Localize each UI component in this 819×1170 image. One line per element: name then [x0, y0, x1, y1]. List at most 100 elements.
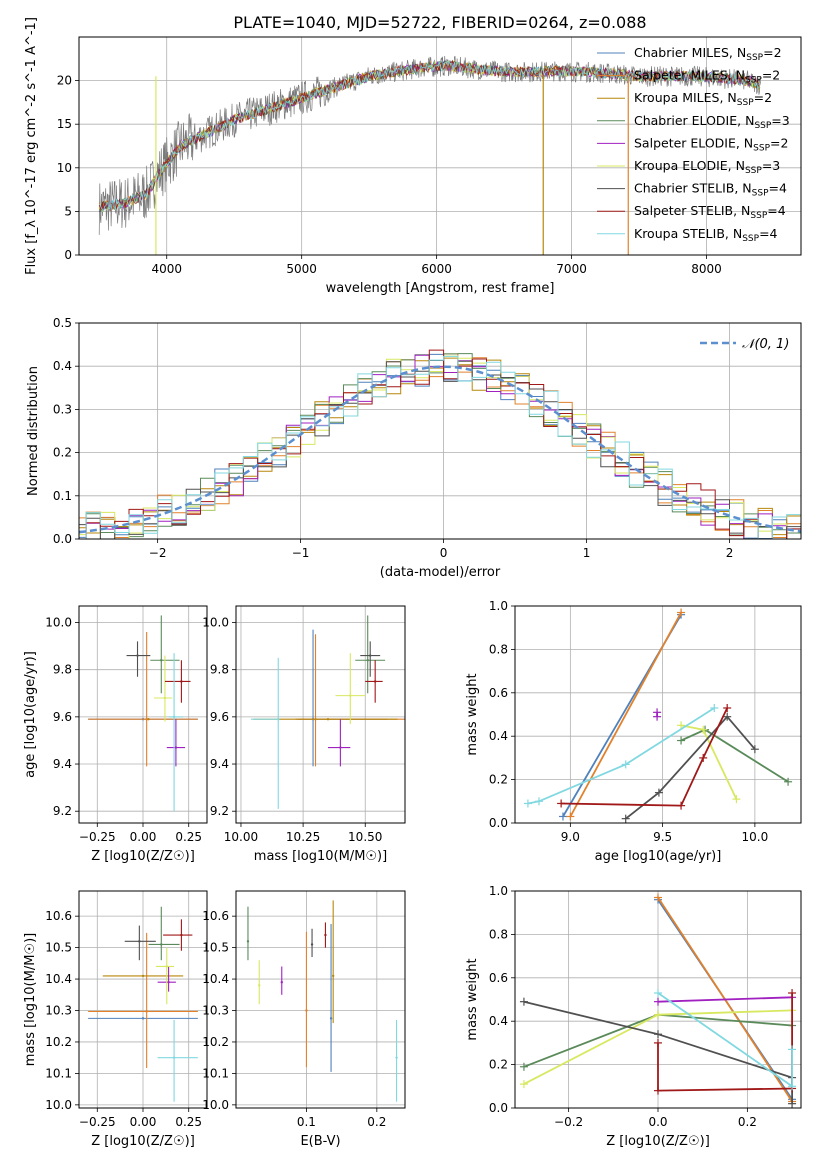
data-point [172, 715, 176, 719]
y-tick-label: 10.0 [45, 1098, 72, 1112]
legend-label: Chabrier MILES, NSSP=2 [634, 45, 782, 63]
y-tick-label: 0.0 [53, 532, 72, 546]
weight-line [561, 707, 729, 807]
spectrum-model-line [99, 60, 761, 213]
y-tick-label: 15 [57, 117, 72, 131]
spectrum-model-line [99, 59, 761, 212]
y-axis-label: mass weight [465, 958, 480, 1040]
x-axis-label: mass [log10(M/M☉)] [254, 849, 387, 864]
axes-frame [78, 605, 208, 824]
plot-area-age_vs_mass [250, 615, 405, 809]
data-point [180, 680, 183, 683]
panel-weight_vs_age: 9.0 9.5 10.0 0.0 0.2 0.4 0.6 0.8 1.0 age [log10(a… [465, 599, 802, 864]
x-tick-label: −0.25 [79, 830, 116, 844]
x-axis-label: wavelength [Angstrom, rest frame] [326, 281, 555, 296]
data-point [310, 943, 314, 946]
x-tick-label: 2 [726, 546, 734, 560]
data-point [280, 981, 283, 984]
y-tick-label: 20 [57, 74, 72, 88]
data-point [180, 933, 183, 937]
histogram-step [79, 355, 801, 539]
data-point [167, 981, 170, 984]
x-axis-label: Z [log10(Z/Z☉)] [606, 1134, 710, 1149]
data-point [174, 746, 178, 749]
x-tick-label: 1 [583, 546, 591, 560]
data-point [339, 746, 342, 749]
y-tick-label: 9.8 [53, 663, 72, 677]
axes-frame [78, 36, 802, 256]
x-tick-label: 0.25 [175, 830, 202, 844]
x-tick-label: 0.2 [367, 1115, 386, 1129]
weight-line [625, 715, 756, 820]
y-tick-label: 10 [57, 161, 72, 175]
data-point [326, 718, 330, 721]
x-tick-label: 9.5 [653, 830, 672, 844]
y-tick-label: 0.6 [489, 971, 508, 985]
data-point [172, 1056, 176, 1059]
y-tick-label: 0.2 [53, 446, 72, 460]
y-axis-label: mass [log10(M/M☉)] [23, 933, 38, 1066]
legend-label: Kroupa ELODIE, NSSP=3 [634, 158, 780, 176]
x-tick-label: −0.25 [79, 1115, 116, 1129]
y-tick-label: 5 [64, 204, 72, 218]
y-tick-label: 10.0 [202, 616, 229, 630]
weight-line [569, 612, 682, 817]
panel-spectrum: 4000 5000 6000 7000 8000 0 5 10 15 20 wavelength [… [24, 17, 802, 296]
data-point [331, 974, 335, 978]
weight-line [657, 993, 793, 1092]
y-tick-label: 10.6 [45, 909, 72, 923]
y-tick-label: 10.6 [202, 909, 229, 923]
y-tick-label: 0 [64, 248, 72, 262]
data-point [141, 974, 145, 978]
data-point [145, 1010, 148, 1013]
y-tick-label: 10.0 [202, 1098, 229, 1112]
data-point [373, 680, 377, 683]
x-tick-label: 4000 [151, 262, 182, 276]
y-tick-label: 10.4 [45, 972, 72, 986]
x-axis-label: age [log10(age/yr)] [595, 849, 722, 864]
data-point [366, 659, 369, 662]
x-tick-label: 0.0 [648, 1115, 667, 1129]
x-tick-label: 9.0 [561, 830, 580, 844]
y-tick-label: 10.1 [202, 1066, 229, 1080]
x-tick-label: 0.25 [175, 1115, 202, 1129]
plot-area-spectrum [98, 55, 761, 255]
legend-label: Chabrier ELODIE, NSSP=3 [634, 113, 790, 131]
y-tick-label: 0.0 [489, 1101, 508, 1115]
data-point [141, 1017, 145, 1020]
y-tick-label: 10.2 [202, 1035, 229, 1049]
y-tick-label: 10.5 [202, 941, 229, 955]
y-tick-label: 10.1 [45, 1066, 72, 1080]
axes-frame [235, 890, 406, 1109]
y-tick-label: 9.4 [210, 757, 229, 771]
x-tick-label: 6000 [421, 262, 452, 276]
data-point [349, 694, 352, 697]
data-point [145, 718, 148, 721]
x-axis-label: Z [log10(Z/Z☉)] [91, 1134, 195, 1149]
weight-line [657, 996, 793, 1003]
x-tick-label: 0.2 [738, 1115, 757, 1129]
panel-weight_vs_Z: −0.2 0.0 0.2 0.0 0.2 0.4 0.6 0.8 1.0 Z [log10(Z/Z… [465, 884, 802, 1149]
axes-frame [78, 322, 802, 540]
x-tick-label: −1 [292, 546, 310, 560]
weight-line [657, 992, 793, 1089]
y-tick-label: 0.8 [489, 642, 508, 656]
x-axis-label: (data-model)/error [380, 565, 501, 580]
x-tick-label: 0.1 [297, 1115, 316, 1129]
y-axis-label: age [log10(age/yr)] [23, 651, 38, 778]
axes-frame [514, 605, 802, 824]
panel-age_vs_mass: 10.00 10.25 10.50 9.2 9.4 9.6 9.8 10.0 mass [log… [202, 605, 406, 864]
data-point [147, 718, 150, 721]
panel-mass_vs_EBV: 0.1 0.2 10.0 10.1 10.2 10.3 10.4 10.5 10.6 E(B-V) [202, 890, 406, 1149]
data-point [305, 1009, 308, 1012]
data-point [324, 933, 327, 937]
y-tick-label: 9.2 [53, 804, 72, 818]
axes-frame [514, 890, 802, 1109]
data-point [246, 940, 250, 943]
legend-label: Salpeter MILES, NSSP=2 [634, 68, 780, 86]
x-axis-label: E(B-V) [300, 1134, 340, 1149]
data-point [138, 940, 141, 943]
legend-label: 𝒩(0, 1) [742, 337, 789, 352]
y-axis-label: Flux [f_λ 10^-17 erg cm^-2 s^-1 A^-1] [24, 17, 39, 275]
weight-line [680, 728, 789, 783]
